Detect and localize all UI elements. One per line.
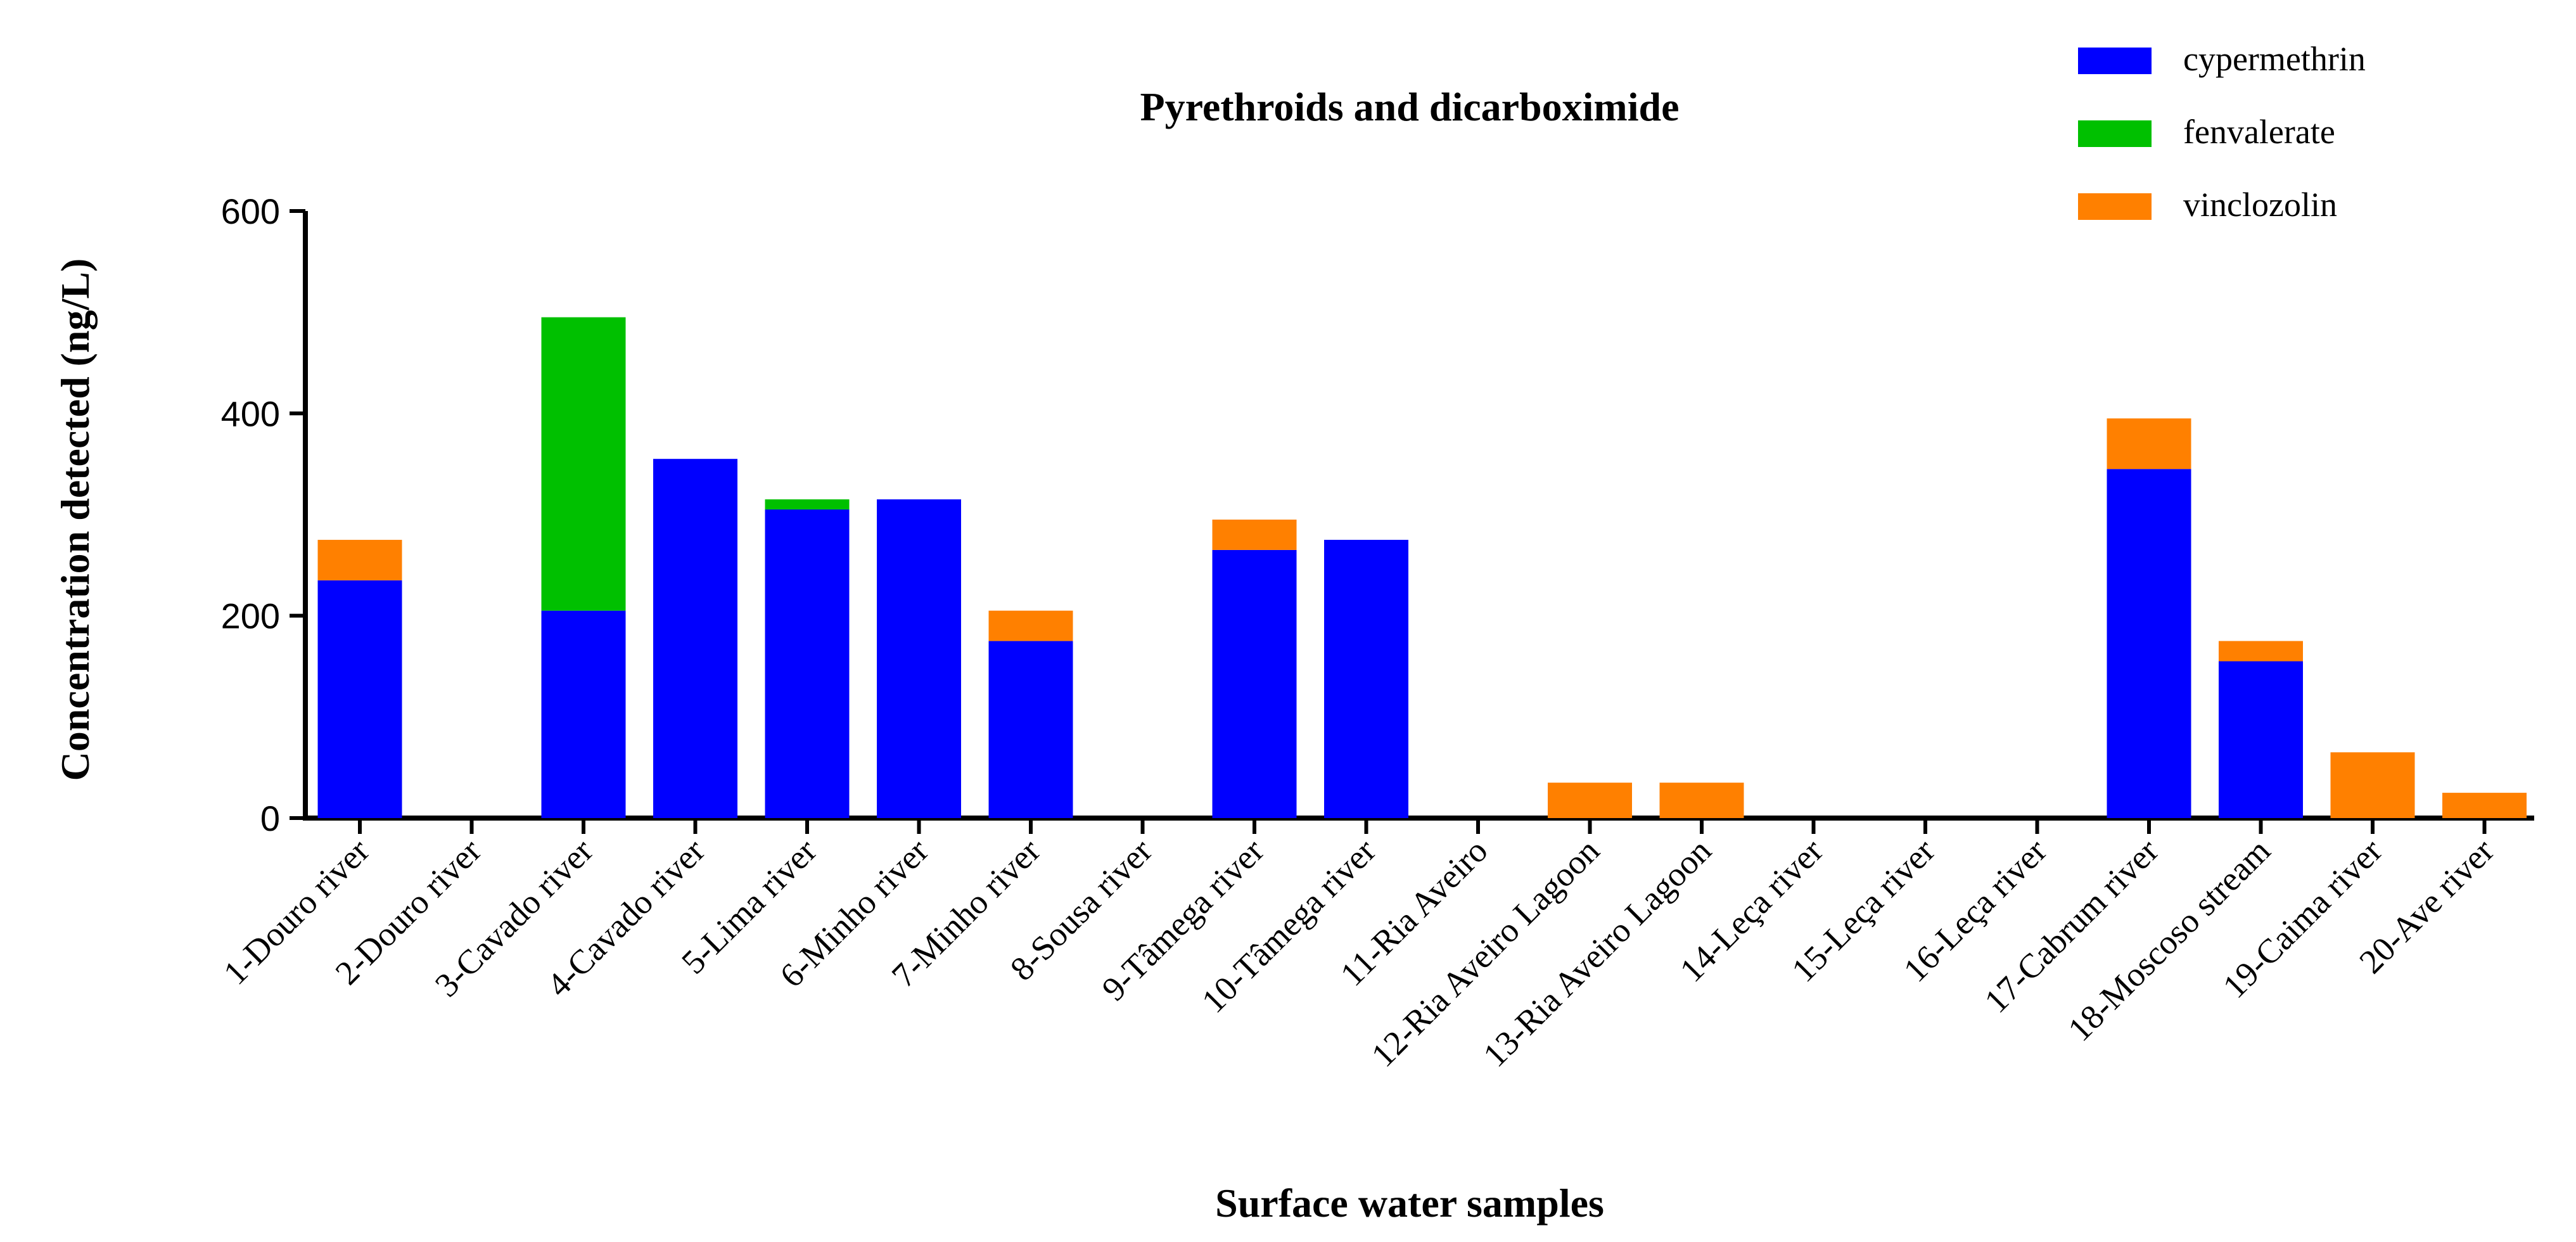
legend: cypermethrin fenvalerate vinclozolin	[2078, 40, 2366, 224]
legend-label-vinclozolin: vinclozolin	[2183, 186, 2337, 224]
bar-segment-cypermethrin	[2219, 661, 2303, 818]
bar-segment-vinclozolin	[2219, 641, 2303, 662]
bar-segment-vinclozolin	[1212, 519, 1297, 550]
bar-segment-fenvalerate	[541, 317, 626, 611]
legend-label-cypermethrin: cypermethrin	[2183, 40, 2366, 78]
bar-segment-cypermethrin	[1212, 549, 1297, 818]
bar-segment-cypermethrin	[653, 459, 737, 818]
y-axis-ticks: 0 200 400 600	[221, 191, 305, 838]
bar-segment-fenvalerate	[765, 499, 850, 510]
y-tick-label: 200	[221, 596, 280, 636]
bar-segment-vinclozolin	[2330, 752, 2415, 818]
bar-segment-vinclozolin	[1548, 783, 1632, 818]
y-axis-label: Concentration detected (ng/L)	[53, 259, 98, 781]
bar-segment-cypermethrin	[1324, 539, 1408, 818]
x-tick-label: 18-Moscoso stream	[2060, 831, 2278, 1049]
bar-segment-cypermethrin	[2107, 469, 2191, 818]
bar-segment-vinclozolin	[1659, 783, 1744, 818]
legend-swatch-vinclozolin	[2078, 193, 2152, 220]
bar-segment-vinclozolin	[2442, 793, 2527, 818]
y-tick-label: 600	[221, 191, 280, 231]
legend-swatch-fenvalerate	[2078, 120, 2152, 147]
y-tick-label: 400	[221, 394, 280, 433]
y-tick-label: 0	[260, 798, 280, 838]
bar-segment-cypermethrin	[877, 499, 961, 818]
bars	[317, 317, 2527, 818]
bar-segment-vinclozolin	[2107, 418, 2191, 470]
axes	[303, 211, 2534, 821]
chart-title: Pyrethroids and dicarboximide	[1140, 84, 1679, 129]
legend-swatch-cypermethrin	[2078, 48, 2152, 74]
bar-segment-vinclozolin	[317, 539, 402, 580]
bar-segment-cypermethrin	[317, 580, 402, 818]
bar-segment-cypermethrin	[988, 641, 1073, 818]
bar-segment-cypermethrin	[765, 509, 850, 818]
bar-segment-cypermethrin	[541, 610, 626, 818]
legend-label-fenvalerate: fenvalerate	[2183, 113, 2335, 151]
bar-segment-vinclozolin	[988, 610, 1073, 641]
x-axis-label: Surface water samples	[1215, 1181, 1604, 1226]
